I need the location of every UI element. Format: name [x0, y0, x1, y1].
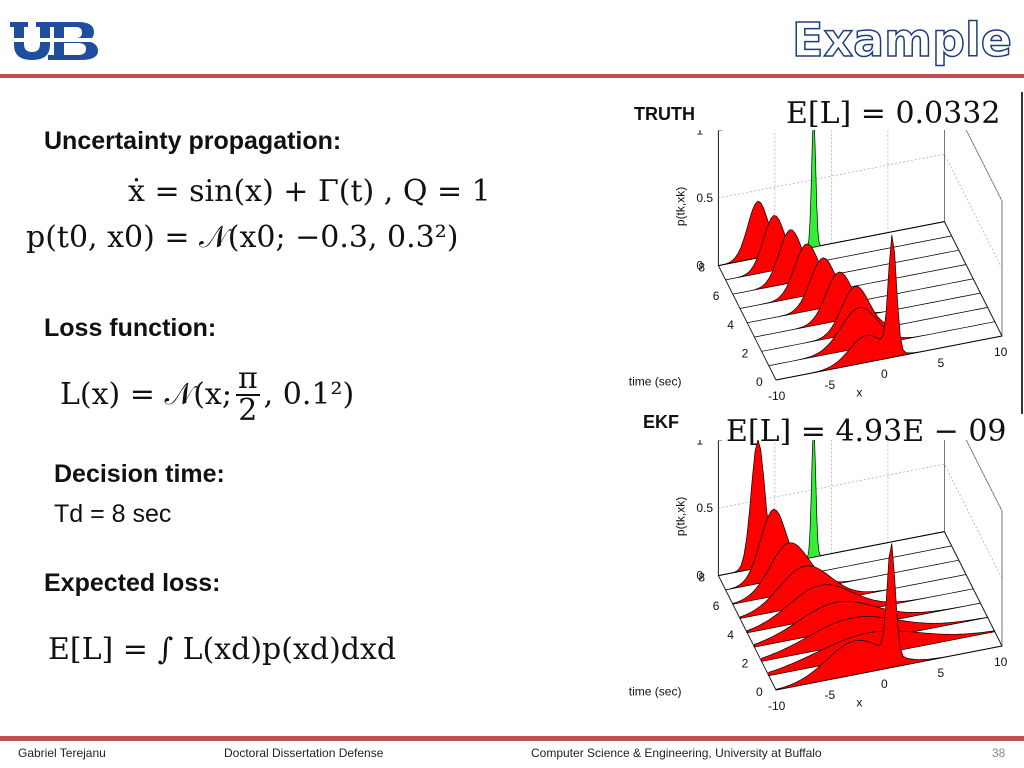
truth-label: TRUTH [634, 104, 695, 124]
header-rule [0, 74, 1024, 78]
x-tick-label: 0 [881, 367, 888, 381]
loss-fraction-num: π [235, 361, 260, 396]
z-gridline [718, 130, 1003, 202]
z-tick-label: 0 [696, 569, 703, 583]
density-curve [732, 229, 959, 295]
uncertainty-heading: Uncertainty propagation: [44, 127, 342, 155]
x-axis-label: x [856, 695, 862, 709]
loss-equation-left: L(x) = 𝒩(x; [60, 377, 232, 412]
decision-heading: Decision time: [54, 460, 225, 488]
x-tick-label: 0 [881, 677, 888, 691]
loss-function-curve [718, 130, 945, 266]
expected-equation: E[L] = ∫ L(xd)p(xd)dxd [48, 632, 396, 668]
prior-equation-text: p(t0, x0) = 𝒩(x0; −0.3, 0.3²) [26, 220, 459, 255]
time-tick-label: 0 [756, 685, 763, 699]
density-slice [775, 543, 1003, 691]
time-tick-label: 0 [756, 375, 763, 389]
footer-rule [0, 736, 1024, 741]
ekf-expected-loss: E[L] = 4.93E − 09 [726, 414, 1007, 449]
side-wall [944, 130, 1003, 337]
footer-event: Doctoral Dissertation Defense [224, 746, 384, 760]
dynamics-equation-text: ẋ = sin(x) + Γ(t) , Q = 1 [128, 174, 491, 209]
x-tick-label: 10 [994, 345, 1008, 359]
loss-heading: Loss function: [44, 314, 217, 342]
density-slice [732, 229, 959, 295]
x-tick-label: 5 [938, 356, 945, 370]
time-tick-label: 6 [713, 599, 720, 613]
prior-equation: p(t0, x0) = 𝒩(x0; −0.3, 0.3²) [26, 220, 459, 256]
x-tick-label: -10 [768, 389, 786, 403]
decision-value: Td = 8 sec [54, 500, 172, 528]
density-curve [775, 543, 1003, 691]
x-tick-label: 10 [994, 655, 1008, 669]
z-axis-label: p(tk,xk) [673, 187, 687, 226]
z-tick-label: 0 [696, 259, 703, 273]
z-tick-label: 1 [696, 440, 703, 448]
time-axis-label: time (sec) [629, 375, 682, 389]
density-curve [775, 235, 1003, 381]
x-tick-label: -5 [825, 378, 836, 392]
z-gridline [718, 153, 1003, 269]
z-axis-label: p(tk,xk) [673, 497, 687, 536]
density-slice [775, 235, 1003, 381]
time-tick-label: 4 [727, 318, 734, 332]
time-tick-label: 2 [742, 346, 749, 360]
time-tick-label: 8 [698, 571, 705, 585]
dynamics-equation: ẋ = sin(x) + Γ(t) , Q = 1 [128, 174, 491, 210]
truth-expected-loss: E[L] = 0.0332 [786, 96, 1001, 131]
side-wall [944, 440, 1003, 647]
truth-plot-border [1021, 92, 1023, 414]
time-tick-label: 8 [698, 261, 705, 275]
expected-equation-text: E[L] = ∫ L(xd)p(xd)dxd [48, 632, 397, 667]
footer-page-number: 38 [992, 746, 1006, 760]
footer-author: Gabriel Terejanu [18, 746, 106, 760]
x-axis-label: x [856, 385, 862, 399]
time-tick-label: 2 [742, 656, 749, 670]
z-tick-label: 0.5 [696, 501, 713, 515]
slide-title: Example [791, 12, 1012, 68]
loss-fraction-den: 2 [238, 393, 258, 428]
time-tick-label: 6 [713, 289, 720, 303]
z-gridline [718, 463, 1003, 579]
x-tick-label: -10 [768, 699, 786, 713]
x-tick-label: -5 [825, 688, 836, 702]
time-tick-label: 4 [727, 628, 734, 642]
ub-logo [8, 22, 100, 60]
expected-heading: Expected loss: [44, 569, 221, 597]
footer-dept: Computer Science & Engineering, Universi… [531, 746, 822, 760]
z-tick-label: 0.5 [696, 191, 713, 205]
z-tick-label: 1 [696, 130, 703, 138]
x-tick-label: 5 [938, 666, 945, 680]
loss-fraction: π 2 [235, 361, 260, 428]
ekf-label: EKF [643, 412, 679, 432]
loss-equation: L(x) = 𝒩(x; π 2 , 0.1²) [60, 360, 354, 430]
loss-equation-right: , 0.1²) [263, 377, 355, 412]
time-axis-label: time (sec) [629, 685, 682, 699]
